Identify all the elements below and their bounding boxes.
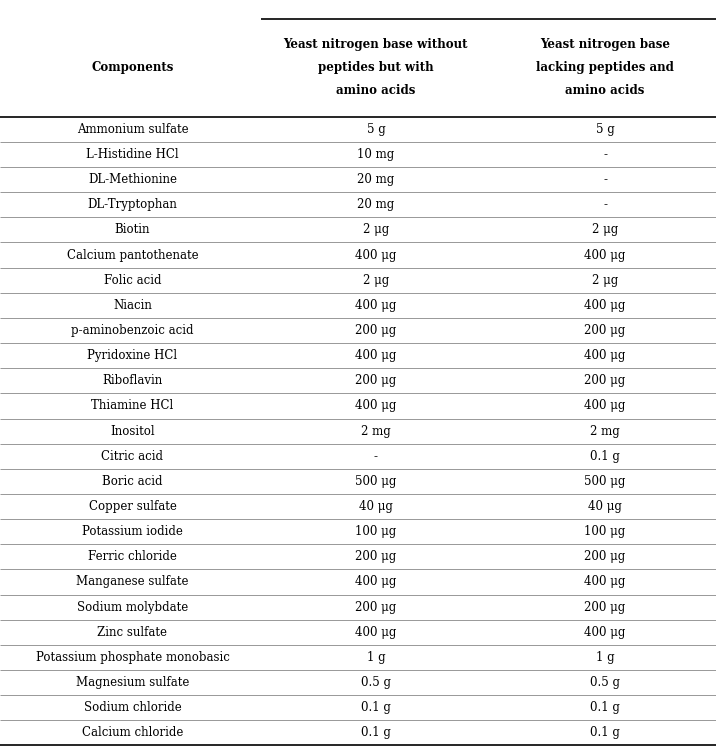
Text: 2 mg: 2 mg bbox=[590, 425, 620, 437]
Text: 200 μg: 200 μg bbox=[355, 601, 397, 614]
Text: 400 μg: 400 μg bbox=[355, 248, 397, 261]
Text: 0.1 g: 0.1 g bbox=[361, 727, 391, 739]
Text: 100 μg: 100 μg bbox=[355, 525, 397, 538]
Text: Potassium iodide: Potassium iodide bbox=[82, 525, 183, 538]
Text: 400 μg: 400 μg bbox=[355, 299, 397, 312]
Text: Manganese sulfate: Manganese sulfate bbox=[76, 575, 189, 589]
Text: 1 g: 1 g bbox=[367, 651, 385, 664]
Text: Yeast nitrogen base
lacking peptides and
amino acids: Yeast nitrogen base lacking peptides and… bbox=[536, 38, 674, 97]
Text: Riboflavin: Riboflavin bbox=[102, 374, 163, 387]
Text: Boric acid: Boric acid bbox=[102, 475, 163, 488]
Text: Components: Components bbox=[91, 61, 174, 75]
Text: 0.1 g: 0.1 g bbox=[590, 701, 620, 715]
Text: 200 μg: 200 μg bbox=[355, 374, 397, 387]
Text: 200 μg: 200 μg bbox=[584, 374, 626, 387]
Text: -: - bbox=[603, 148, 607, 161]
Text: 500 μg: 500 μg bbox=[584, 475, 626, 488]
Text: 400 μg: 400 μg bbox=[584, 399, 626, 413]
Text: 500 μg: 500 μg bbox=[355, 475, 397, 488]
Text: 0.5 g: 0.5 g bbox=[590, 676, 620, 689]
Text: 2 μg: 2 μg bbox=[592, 224, 618, 236]
Text: Inositol: Inositol bbox=[110, 425, 155, 437]
Text: 40 μg: 40 μg bbox=[359, 500, 393, 513]
Text: 2 μg: 2 μg bbox=[592, 273, 618, 287]
Text: p-aminobenzoic acid: p-aminobenzoic acid bbox=[71, 324, 194, 337]
Text: L-Histidine HCl: L-Histidine HCl bbox=[86, 148, 179, 161]
Text: Calcium chloride: Calcium chloride bbox=[82, 727, 183, 739]
Text: DL-Methionine: DL-Methionine bbox=[88, 173, 177, 186]
Text: 200 μg: 200 μg bbox=[584, 601, 626, 614]
Text: 200 μg: 200 μg bbox=[355, 550, 397, 563]
Text: Citric acid: Citric acid bbox=[102, 450, 163, 463]
Text: Calcium pantothenate: Calcium pantothenate bbox=[67, 248, 198, 261]
Text: 20 mg: 20 mg bbox=[357, 198, 395, 212]
Text: Thiamine HCl: Thiamine HCl bbox=[92, 399, 173, 413]
Text: 0.5 g: 0.5 g bbox=[361, 676, 391, 689]
Text: DL-Tryptophan: DL-Tryptophan bbox=[87, 198, 178, 212]
Text: 400 μg: 400 μg bbox=[355, 626, 397, 639]
Text: -: - bbox=[374, 450, 378, 463]
Text: 400 μg: 400 μg bbox=[355, 349, 397, 362]
Text: Ferric chloride: Ferric chloride bbox=[88, 550, 177, 563]
Text: 400 μg: 400 μg bbox=[355, 575, 397, 589]
Text: Biotin: Biotin bbox=[115, 224, 150, 236]
Text: Copper sulfate: Copper sulfate bbox=[89, 500, 176, 513]
Text: 400 μg: 400 μg bbox=[584, 626, 626, 639]
Text: Niacin: Niacin bbox=[113, 299, 152, 312]
Text: 2 mg: 2 mg bbox=[361, 425, 391, 437]
Text: Sodium chloride: Sodium chloride bbox=[84, 701, 181, 715]
Text: 400 μg: 400 μg bbox=[584, 575, 626, 589]
Text: 200 μg: 200 μg bbox=[584, 550, 626, 563]
Text: Magnesium sulfate: Magnesium sulfate bbox=[76, 676, 189, 689]
Text: 2 μg: 2 μg bbox=[363, 273, 389, 287]
Text: 0.1 g: 0.1 g bbox=[361, 701, 391, 715]
Text: 0.1 g: 0.1 g bbox=[590, 727, 620, 739]
Text: 5 g: 5 g bbox=[367, 123, 385, 136]
Text: 10 mg: 10 mg bbox=[357, 148, 395, 161]
Text: 2 μg: 2 μg bbox=[363, 224, 389, 236]
Text: 400 μg: 400 μg bbox=[584, 299, 626, 312]
Text: Pyridoxine HCl: Pyridoxine HCl bbox=[87, 349, 178, 362]
Text: 400 μg: 400 μg bbox=[355, 399, 397, 413]
Text: 400 μg: 400 μg bbox=[584, 349, 626, 362]
Text: -: - bbox=[603, 173, 607, 186]
Text: 1 g: 1 g bbox=[596, 651, 614, 664]
Text: -: - bbox=[603, 198, 607, 212]
Text: Ammonium sulfate: Ammonium sulfate bbox=[77, 123, 188, 136]
Text: 100 μg: 100 μg bbox=[584, 525, 626, 538]
Text: Yeast nitrogen base without
peptides but with
amino acids: Yeast nitrogen base without peptides but… bbox=[284, 38, 468, 97]
Text: Potassium phosphate monobasic: Potassium phosphate monobasic bbox=[36, 651, 229, 664]
Text: 5 g: 5 g bbox=[596, 123, 614, 136]
Text: 40 μg: 40 μg bbox=[588, 500, 622, 513]
Text: 20 mg: 20 mg bbox=[357, 173, 395, 186]
Text: Folic acid: Folic acid bbox=[104, 273, 161, 287]
Text: Sodium molybdate: Sodium molybdate bbox=[77, 601, 188, 614]
Text: 0.1 g: 0.1 g bbox=[590, 450, 620, 463]
Text: 400 μg: 400 μg bbox=[584, 248, 626, 261]
Text: 200 μg: 200 μg bbox=[355, 324, 397, 337]
Text: Zinc sulfate: Zinc sulfate bbox=[97, 626, 168, 639]
Text: 200 μg: 200 μg bbox=[584, 324, 626, 337]
